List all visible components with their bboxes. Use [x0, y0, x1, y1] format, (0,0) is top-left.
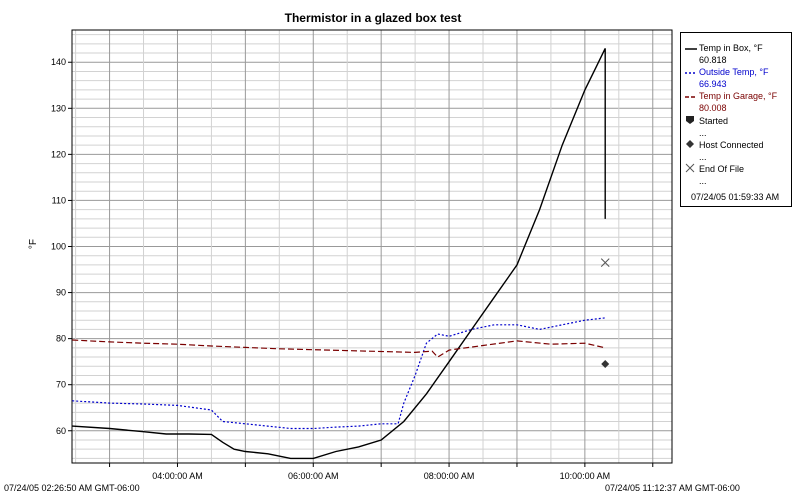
- y-tick-label: 130: [51, 103, 66, 113]
- series-line-1: [72, 48, 606, 460]
- y-tick-label: 110: [52, 195, 66, 205]
- legend-item-started: Started: [685, 115, 728, 127]
- y-axis-label: °F: [28, 239, 39, 249]
- y-tick-label: 80: [56, 334, 66, 344]
- event-marker-host-connected: [601, 359, 610, 368]
- legend-item-outside-temp: Outside Temp, °F: [685, 66, 768, 78]
- y-tick-label: 90: [56, 288, 66, 298]
- started-marker-icon: [685, 115, 699, 128]
- legend-value-host-connected: ...: [699, 152, 707, 162]
- legend: Temp in Box, °F 60.818 Outside Temp, °F …: [680, 32, 792, 207]
- legend-item-garage-temp: Temp in Garage, °F: [685, 90, 777, 102]
- legend-item-box-temp: Temp in Box, °F: [685, 42, 763, 54]
- legend-line-dotted-icon: [685, 67, 699, 79]
- footer-start-time: 07/24/05 02:26:50 AM GMT-06:00: [4, 483, 140, 493]
- legend-value-started: ...: [699, 128, 707, 138]
- legend-value-end-of-file: ...: [699, 176, 707, 186]
- y-tick-label: 100: [51, 242, 66, 252]
- x-tick-label: 06:00:00 AM: [288, 471, 339, 481]
- legend-item-host-connected: Host Connected: [685, 139, 764, 151]
- y-tick-label: 140: [51, 57, 66, 67]
- legend-value-outside-temp: 66.943: [699, 79, 727, 89]
- series-line-3: [72, 339, 606, 358]
- x-marker-icon: [685, 163, 699, 176]
- y-tick-label: 70: [56, 380, 66, 390]
- legend-value-box-temp: 60.818: [699, 55, 727, 65]
- legend-line-dashed-icon: [685, 91, 699, 103]
- chart-title: Thermistor in a glazed box test: [285, 11, 462, 25]
- legend-timestamp: 07/24/05 01:59:33 AM: [691, 192, 780, 202]
- series-line-2: [72, 317, 606, 430]
- legend-line-solid-icon: [685, 43, 699, 55]
- footer-end-time: 07/24/05 11:12:37 AM GMT-06:00: [605, 483, 740, 493]
- legend-value-garage-temp: 80.008: [699, 103, 727, 113]
- x-tick-label: 10:00:00 AM: [560, 471, 611, 481]
- x-tick-label: 04:00:00 AM: [152, 471, 203, 481]
- x-tick-label: 08:00:00 AM: [424, 471, 475, 481]
- y-tick-label: 60: [56, 426, 66, 436]
- event-marker-end-of-file: [600, 258, 610, 267]
- y-tick-label: 120: [51, 149, 66, 159]
- diamond-marker-icon: [685, 139, 699, 152]
- legend-item-end-of-file: End Of File: [685, 163, 744, 175]
